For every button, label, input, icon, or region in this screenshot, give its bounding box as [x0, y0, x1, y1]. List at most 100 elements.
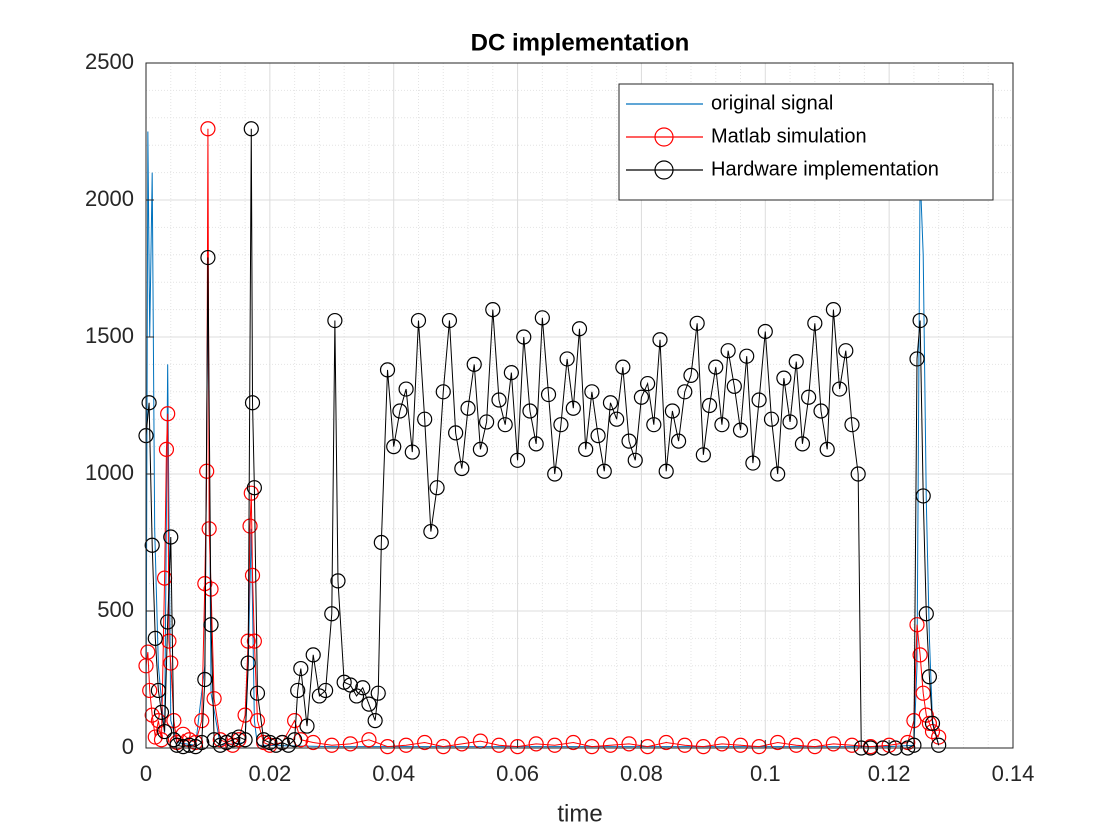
- data-point: [479, 414, 495, 430]
- data-point: [909, 351, 925, 367]
- data-point: [670, 433, 687, 449]
- data-point: [825, 302, 842, 318]
- x-tick-label: 0.04: [372, 761, 415, 786]
- data-point: [197, 671, 213, 688]
- data-point: [142, 682, 158, 699]
- data-point: [640, 739, 656, 755]
- data-point: [249, 685, 266, 701]
- data-point: [844, 737, 860, 753]
- data-point: [509, 739, 526, 755]
- data-point: [909, 617, 925, 633]
- data-point: [547, 737, 563, 753]
- data-point: [640, 375, 656, 392]
- x-axis-label: time: [557, 800, 602, 827]
- data-point: [153, 704, 170, 720]
- data-point: [361, 696, 377, 712]
- data-point: [788, 737, 804, 753]
- data-point: [242, 518, 258, 534]
- data-point: [200, 249, 216, 266]
- data-point: [404, 444, 420, 460]
- data-point: [491, 737, 507, 753]
- data-point: [534, 310, 550, 326]
- ticks: 0 0.02 0.04 0.06 0.08 0.1 0.12 0.14 0 500 1000 1500…: [85, 49, 1034, 786]
- data-point: [194, 734, 210, 751]
- data-point: [726, 378, 742, 394]
- data-point: [324, 606, 340, 622]
- data-point: [807, 315, 823, 331]
- data-point: [156, 723, 173, 740]
- data-point: [924, 715, 941, 731]
- data-point: [602, 395, 619, 411]
- data-point: [435, 739, 451, 755]
- x-tick-label: 0.14: [992, 761, 1035, 786]
- legend: original signal Matlab simulation Hardware…: [618, 83, 994, 201]
- data-point: [770, 734, 786, 751]
- data-point: [466, 356, 482, 372]
- data-point: [918, 707, 934, 723]
- data-point: [423, 523, 439, 540]
- data-point: [522, 403, 538, 419]
- data-point: [201, 521, 217, 537]
- x-tick-label: 0.06: [496, 761, 539, 786]
- y-tick-label: 1000: [85, 460, 134, 485]
- data-point: [720, 343, 736, 359]
- data-point: [677, 384, 693, 400]
- data-point: [825, 736, 842, 752]
- data-point: [472, 441, 489, 457]
- data-point: [144, 707, 160, 723]
- data-point: [144, 537, 160, 553]
- data-point: [714, 417, 730, 433]
- data-point: [732, 737, 749, 753]
- data-point: [158, 441, 175, 457]
- y-tick-label: 1500: [85, 323, 134, 348]
- data-point: [540, 386, 557, 403]
- data-point: [584, 739, 600, 755]
- data-point: [553, 417, 569, 433]
- data-point: [633, 389, 650, 405]
- data-point: [689, 315, 705, 331]
- data-point: [311, 688, 327, 704]
- data-point: [788, 354, 804, 370]
- data-point: [379, 362, 396, 378]
- data-point: [305, 647, 321, 663]
- data-point: [175, 739, 191, 755]
- chart-title: DC implementation: [471, 29, 690, 56]
- data-point: [147, 630, 163, 647]
- y-tick-label: 0: [122, 734, 134, 759]
- data-point: [732, 422, 749, 438]
- data-point: [317, 682, 334, 699]
- data-point: [695, 739, 711, 755]
- data-point: [831, 381, 848, 397]
- data-point: [392, 403, 408, 419]
- data-point: [918, 606, 934, 622]
- data-point: [757, 323, 773, 340]
- data-point: [708, 359, 724, 375]
- data-point: [460, 400, 476, 416]
- data-point: [801, 389, 817, 405]
- data-point: [497, 417, 513, 433]
- data-point: [324, 737, 340, 753]
- x-tick-label: 0.08: [620, 761, 663, 786]
- data-point: [163, 529, 179, 545]
- axes-box: [145, 62, 1014, 749]
- data-point: [169, 737, 185, 753]
- data-point: [435, 384, 451, 400]
- legend-label: original signal: [711, 92, 833, 114]
- data-point: [565, 734, 581, 751]
- x-tick-label: 0.12: [868, 761, 911, 786]
- legend-label: Hardware implementation: [711, 158, 939, 180]
- data-point: [448, 425, 464, 441]
- data-point: [677, 737, 693, 753]
- data-point: [627, 452, 643, 468]
- data-point: [921, 669, 937, 685]
- data-point: [150, 682, 166, 699]
- y-tick-label: 2000: [85, 186, 134, 211]
- data-point: [739, 348, 755, 364]
- data-point: [417, 734, 433, 751]
- data-point: [203, 617, 219, 633]
- data-point: [243, 121, 259, 137]
- data-point: [454, 736, 470, 752]
- data-point: [559, 351, 575, 367]
- data-point: [912, 312, 928, 329]
